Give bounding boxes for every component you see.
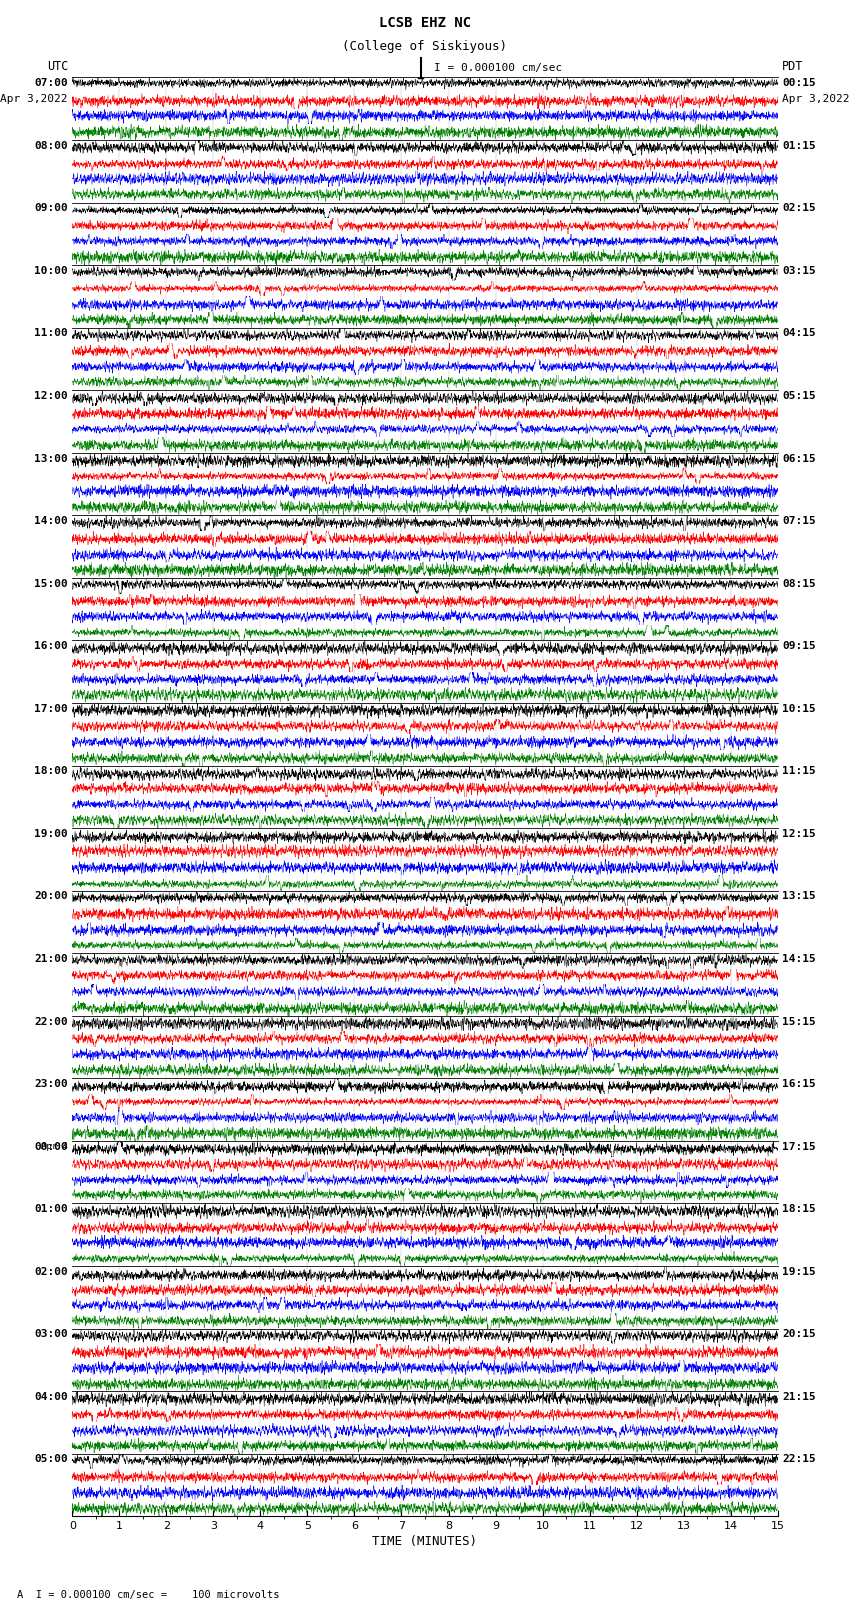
Text: UTC: UTC [47, 60, 68, 73]
Text: 07:00: 07:00 [34, 77, 68, 89]
Text: 15:00: 15:00 [34, 579, 68, 589]
Text: 08:15: 08:15 [782, 579, 816, 589]
Text: 23:00: 23:00 [34, 1079, 68, 1089]
Text: 19:00: 19:00 [34, 829, 68, 839]
Text: PDT: PDT [782, 60, 803, 73]
Text: 09:15: 09:15 [782, 642, 816, 652]
Text: 02:15: 02:15 [782, 203, 816, 213]
Text: 02:00: 02:00 [34, 1266, 68, 1277]
Text: 13:00: 13:00 [34, 453, 68, 463]
Text: 13:15: 13:15 [782, 892, 816, 902]
Text: 10:00: 10:00 [34, 266, 68, 276]
Text: 20:15: 20:15 [782, 1329, 816, 1339]
Text: 14:15: 14:15 [782, 953, 816, 965]
Text: 05:00: 05:00 [34, 1455, 68, 1465]
Text: 00:15: 00:15 [782, 77, 816, 89]
Text: 22:00: 22:00 [34, 1016, 68, 1026]
Text: 11:15: 11:15 [782, 766, 816, 776]
Text: Apr 3,2022: Apr 3,2022 [782, 94, 849, 103]
Text: 06:15: 06:15 [782, 453, 816, 463]
Text: I = 0.000100 cm/sec: I = 0.000100 cm/sec [434, 63, 562, 73]
Text: 03:15: 03:15 [782, 266, 816, 276]
Text: A  I = 0.000100 cm/sec =    100 microvolts: A I = 0.000100 cm/sec = 100 microvolts [17, 1590, 280, 1600]
Text: LCSB EHZ NC: LCSB EHZ NC [379, 16, 471, 31]
Text: 15:15: 15:15 [782, 1016, 816, 1026]
Text: 21:00: 21:00 [34, 953, 68, 965]
Text: 17:00: 17:00 [34, 703, 68, 715]
Text: 12:15: 12:15 [782, 829, 816, 839]
Text: 09:00: 09:00 [34, 203, 68, 213]
Text: 20:00: 20:00 [34, 892, 68, 902]
Text: 04:15: 04:15 [782, 329, 816, 339]
Text: 10:15: 10:15 [782, 703, 816, 715]
Text: 03:00: 03:00 [34, 1329, 68, 1339]
Text: 01:00: 01:00 [34, 1205, 68, 1215]
Text: 00:00: 00:00 [34, 1142, 68, 1152]
Text: 08:00: 08:00 [34, 140, 68, 150]
Text: 18:00: 18:00 [34, 766, 68, 776]
Text: 22:15: 22:15 [782, 1455, 816, 1465]
Text: 18:15: 18:15 [782, 1205, 816, 1215]
Text: Apr 3,2022: Apr 3,2022 [1, 94, 68, 103]
Text: 16:15: 16:15 [782, 1079, 816, 1089]
Text: 16:00: 16:00 [34, 642, 68, 652]
Text: 19:15: 19:15 [782, 1266, 816, 1277]
Text: 14:00: 14:00 [34, 516, 68, 526]
X-axis label: TIME (MINUTES): TIME (MINUTES) [372, 1536, 478, 1548]
Text: 05:15: 05:15 [782, 390, 816, 402]
Text: 04:00: 04:00 [34, 1392, 68, 1402]
Text: 21:15: 21:15 [782, 1392, 816, 1402]
Text: Apr 4: Apr 4 [41, 1142, 68, 1152]
Text: 17:15: 17:15 [782, 1142, 816, 1152]
Text: 11:00: 11:00 [34, 329, 68, 339]
Text: 12:00: 12:00 [34, 390, 68, 402]
Text: 07:15: 07:15 [782, 516, 816, 526]
Text: 01:15: 01:15 [782, 140, 816, 150]
Text: (College of Siskiyous): (College of Siskiyous) [343, 40, 507, 53]
